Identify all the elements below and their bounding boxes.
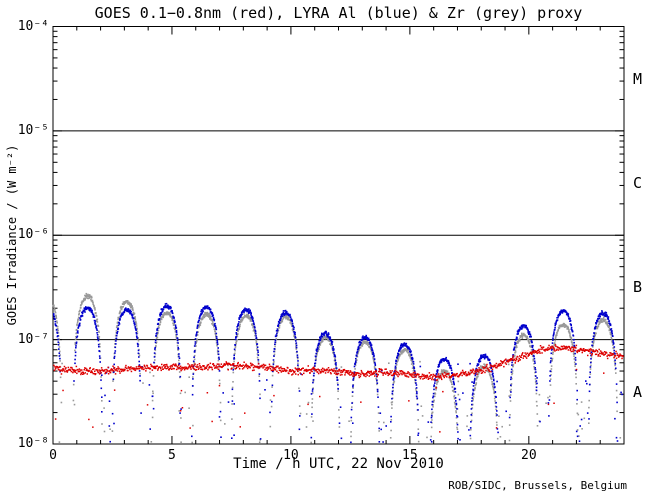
x-axis-label: Time / h UTC, 22 Nov 2010 bbox=[233, 456, 444, 472]
y-tick-label: 10⁻⁴ bbox=[17, 18, 49, 34]
y-tick-label: 10⁻⁷ bbox=[17, 331, 49, 347]
y-tick-label: 10⁻⁶ bbox=[17, 227, 49, 243]
flare-class-label-b: B bbox=[633, 278, 643, 297]
credit-text: ROB/SIDC, Brussels, Belgium bbox=[448, 479, 627, 492]
chart-title: GOES 0.1−0.8nm (red), LYRA Al (blue) & Z… bbox=[94, 4, 583, 22]
flare-class-label-m: M bbox=[633, 69, 643, 88]
x-tick-label: 15 bbox=[402, 448, 418, 463]
y-tick-label: 10⁻⁵ bbox=[17, 122, 49, 138]
x-tick-label: 10 bbox=[283, 448, 299, 463]
x-tick-label: 0 bbox=[49, 448, 57, 463]
x-tick-label: 20 bbox=[521, 448, 537, 463]
flare-class-label-c: C bbox=[633, 174, 643, 193]
x-tick-label: 5 bbox=[168, 448, 176, 463]
y-tick-label: 10⁻⁸ bbox=[17, 436, 49, 451]
flare-class-label-a: A bbox=[633, 382, 643, 401]
